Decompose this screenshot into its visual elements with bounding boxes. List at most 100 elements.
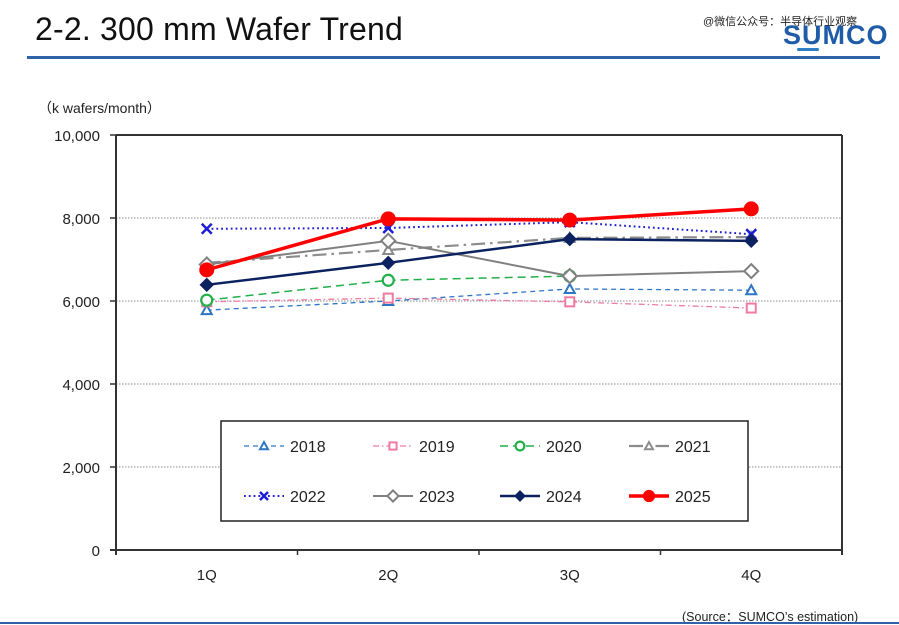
data-point-marker	[742, 262, 760, 280]
y-tick-label: 10,000	[54, 128, 100, 145]
logo-swoosh-icon	[797, 48, 819, 51]
data-point-marker	[380, 211, 396, 227]
legend-label: 2020	[546, 439, 582, 456]
data-point-marker	[514, 490, 526, 502]
diamond-marker-icon	[562, 231, 577, 247]
data-point-marker	[745, 302, 757, 314]
data-point-marker	[200, 222, 213, 235]
legend-item-2022: 2022	[244, 489, 326, 506]
square-marker-icon	[745, 302, 757, 314]
data-point-marker	[562, 212, 578, 228]
legend-label: 2019	[419, 439, 455, 456]
data-point-marker	[259, 491, 269, 501]
legend-item-2021: 2021	[629, 439, 711, 456]
series-2025	[199, 201, 759, 278]
series-group	[198, 201, 760, 316]
legend-item-2018: 2018	[244, 439, 326, 456]
legend-label: 2018	[290, 439, 326, 456]
legend-item-2023: 2023	[373, 488, 455, 506]
diamond-marker-icon	[744, 233, 759, 249]
data-point-marker	[563, 281, 577, 294]
footer-divider	[0, 622, 899, 624]
square-marker-icon	[388, 441, 398, 451]
series-line	[206, 221, 752, 236]
series-2024	[199, 231, 759, 293]
y-tick-label: 4,000	[62, 377, 100, 394]
y-tick-label: 8,000	[62, 211, 100, 228]
series-line	[206, 235, 752, 264]
source-note: (Source：SUMCO’s estimation)	[682, 610, 859, 624]
data-point-marker	[381, 273, 395, 287]
triangle-marker-icon	[200, 303, 214, 316]
legend-label: 2024	[546, 489, 582, 506]
legend-item-2019: 2019	[373, 439, 455, 456]
data-point-marker	[200, 293, 214, 307]
data-point-marker	[643, 439, 655, 451]
data-point-marker	[258, 439, 270, 451]
legend-label: 2025	[675, 489, 711, 506]
x-marker-icon	[200, 222, 213, 235]
x-tick-label: 2Q	[378, 567, 398, 584]
circle-marker-icon	[743, 201, 759, 217]
diamond-marker-icon	[381, 255, 396, 271]
data-point-marker	[199, 262, 215, 278]
data-point-marker	[642, 489, 656, 503]
square-marker-icon	[564, 296, 576, 308]
series-line	[206, 239, 752, 278]
legend-label: 2023	[419, 489, 455, 506]
x-tick-label: 1Q	[197, 567, 217, 584]
legend: 2018 2019 2020 2021 2022 2023 2024 2025	[220, 420, 749, 522]
x-tick-label: 4Q	[741, 567, 761, 584]
diamond-marker-icon	[199, 277, 214, 293]
page-title: 2-2. 300 mm Wafer Trend	[35, 11, 403, 47]
triangle-marker-icon	[744, 283, 758, 296]
watermark-text: @微信公众号：半导体行业观察	[703, 16, 858, 28]
circle-marker-icon	[642, 489, 656, 503]
data-point-marker	[743, 201, 759, 217]
diamond-marker-icon	[379, 232, 397, 250]
legend-item-2024: 2024	[500, 489, 582, 506]
data-point-marker	[379, 232, 397, 250]
data-point-marker	[385, 488, 401, 504]
diamond-marker-icon	[561, 267, 579, 285]
series-2018	[200, 281, 758, 316]
diamond-marker-icon	[742, 262, 760, 280]
square-marker-icon	[382, 292, 394, 304]
data-point-marker	[562, 231, 577, 247]
legend-box	[220, 420, 749, 522]
circle-marker-icon	[514, 440, 526, 452]
data-point-marker	[564, 296, 576, 308]
series-line	[206, 288, 752, 311]
x-ticks: 1Q 2Q 3Q 4Q	[115, 550, 843, 584]
circle-marker-icon	[562, 212, 578, 228]
y-tick-label: 6,000	[62, 294, 100, 311]
diamond-marker-icon	[385, 488, 401, 504]
y-axis-label: （k wafers/month）	[38, 100, 161, 116]
series-2019	[201, 292, 757, 314]
circle-marker-icon	[200, 293, 214, 307]
data-point-marker	[514, 440, 526, 452]
triangle-marker-icon	[643, 439, 655, 451]
series-line	[206, 207, 752, 272]
triangle-marker-icon	[563, 281, 577, 294]
x-tick-label: 3Q	[560, 567, 580, 584]
data-point-marker	[388, 441, 398, 451]
axes	[110, 134, 843, 555]
y-tick-label: 0	[92, 543, 100, 560]
legend-item-2025: 2025	[629, 489, 711, 506]
legend-item-2020: 2020	[500, 439, 582, 456]
data-point-marker	[744, 283, 758, 296]
data-point-marker	[744, 233, 759, 249]
data-point-marker	[381, 242, 395, 255]
series-line	[206, 237, 752, 287]
title-divider	[27, 56, 880, 59]
y-ticks: 0 2,000 4,000 6,000 8,000 10,000	[54, 128, 116, 560]
data-point-marker	[199, 277, 214, 293]
data-point-marker	[561, 267, 579, 285]
legend-label: 2022	[290, 489, 326, 506]
data-point-marker	[381, 255, 396, 271]
series-line	[206, 297, 752, 309]
data-point-marker	[382, 292, 394, 304]
diamond-marker-icon	[514, 490, 526, 502]
